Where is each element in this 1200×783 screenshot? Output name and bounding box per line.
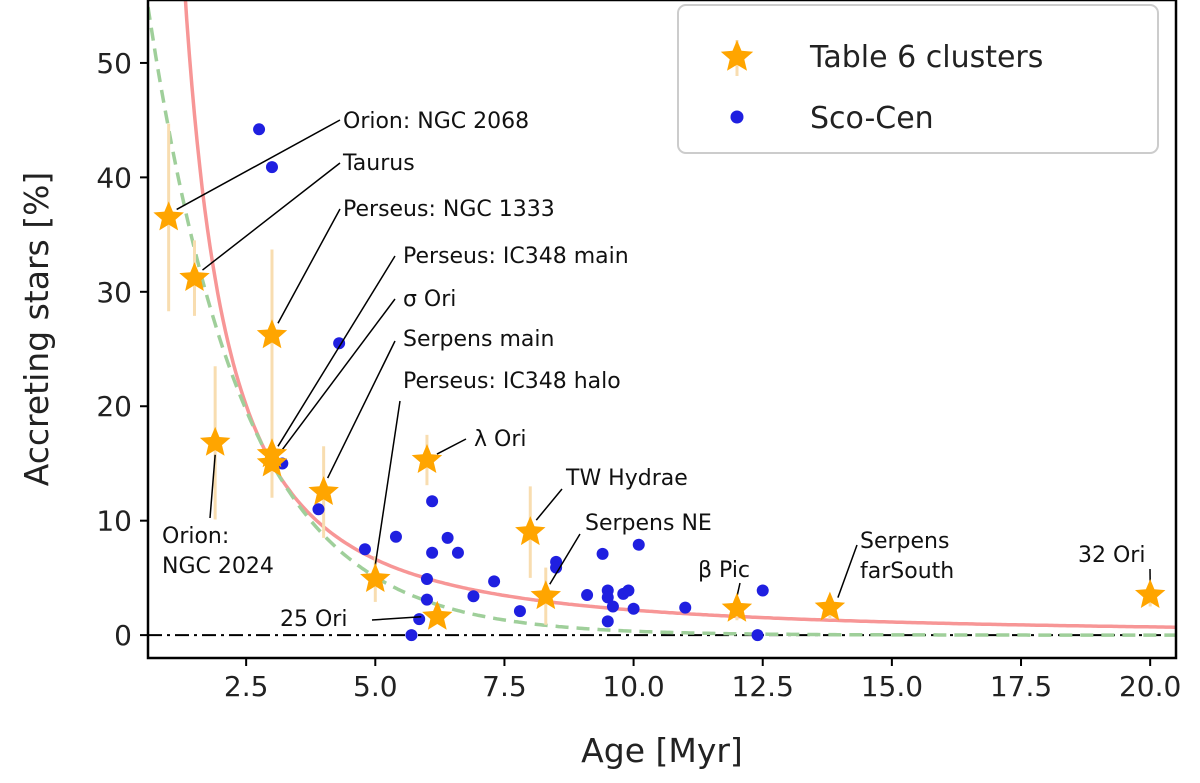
annotation-leader-line — [278, 209, 340, 323]
scocen-point — [628, 603, 640, 615]
cluster-annotation-label: Orion: NGC 2024 — [162, 524, 274, 579]
scocen-point — [488, 575, 500, 587]
scocen-point — [359, 543, 371, 555]
scocen-point — [602, 615, 614, 627]
cluster-annotation-label: Serpens farSouth — [860, 529, 954, 584]
y-tick-label: 0 — [114, 619, 132, 652]
x-tick-label: 15.0 — [861, 670, 923, 703]
annotation-leader-line — [838, 545, 857, 598]
scocen-point — [421, 573, 433, 585]
cluster-annotation-label: 32 Ori — [1078, 543, 1145, 568]
cluster-annotation-label: Taurus — [342, 151, 415, 176]
x-tick-label: 7.5 — [482, 670, 527, 703]
scocen-point — [390, 531, 402, 543]
scocen-point — [514, 605, 526, 617]
annotation-leader-line — [536, 489, 562, 520]
x-tick-label: 12.5 — [732, 670, 794, 703]
cluster-annotation-label: Orion: NGC 2068 — [343, 109, 529, 134]
scocen-point — [757, 584, 769, 596]
y-tick-label: 30 — [96, 276, 132, 309]
scocen-point — [405, 629, 417, 641]
cluster-annotation-label: Serpens NE — [585, 511, 712, 536]
annotation-leader-line — [328, 341, 395, 478]
scocen-point — [622, 584, 634, 596]
cluster-annotation-label: 25 Ori — [280, 607, 347, 632]
x-tick-label: 2.5 — [224, 670, 269, 703]
y-tick-label: 20 — [96, 390, 132, 423]
cluster-annotation-label: λ Ori — [474, 427, 527, 452]
scocen-point — [413, 613, 425, 625]
cluster-annotation-label: TW Hydrae — [565, 466, 688, 491]
x-axis-title: Age [Myr] — [581, 731, 743, 770]
scocen-point — [679, 602, 691, 614]
cluster-annotation-label: Perseus: IC348 main — [403, 244, 629, 269]
annotations: Orion: NGC 2068 Taurus Perseus: NGC 1333 Or… — [162, 109, 1150, 632]
scocen-point — [421, 594, 433, 606]
y-tick-label: 50 — [96, 47, 132, 80]
cluster-annotation-label: Serpens main — [403, 327, 554, 352]
cluster-annotation-label: σ Ori — [403, 287, 456, 312]
scocen-point — [426, 495, 438, 507]
y-tick-label: 40 — [96, 161, 132, 194]
cluster-annotation-label: β Pic — [698, 558, 750, 583]
scocen-point — [312, 503, 324, 515]
cluster-annotation-label: Perseus: IC348 halo — [403, 369, 621, 394]
scocen-point — [452, 547, 464, 559]
legend-label-clusters: Table 6 clusters — [809, 40, 1043, 75]
scocen-point — [467, 590, 479, 602]
legend-circle-marker — [731, 111, 744, 124]
scocen-point — [633, 539, 645, 551]
annotation-leader-line — [437, 439, 466, 454]
scocen-point — [442, 532, 454, 544]
scocen-point — [597, 548, 609, 560]
scocen-point — [607, 601, 619, 613]
x-tick-label: 5.0 — [353, 670, 398, 703]
scocen-point — [426, 547, 438, 559]
y-axis-title: Accreting stars [%] — [17, 172, 56, 487]
scocen-point — [581, 589, 593, 601]
legend: Table 6 clusters Sco-Cen — [678, 5, 1158, 153]
scocen-point — [752, 629, 764, 641]
x-tick-label: 10.0 — [602, 670, 664, 703]
legend-label-scocen: Sco-Cen — [810, 101, 934, 136]
x-tick-label: 17.5 — [990, 670, 1052, 703]
cluster-annotation-label: Perseus: NGC 1333 — [343, 197, 555, 222]
scocen-point — [266, 161, 278, 173]
y-tick-label: 10 — [96, 505, 132, 538]
annotation-leader-line — [278, 256, 395, 446]
scocen-point — [253, 123, 265, 135]
x-tick-label: 20.0 — [1119, 670, 1181, 703]
